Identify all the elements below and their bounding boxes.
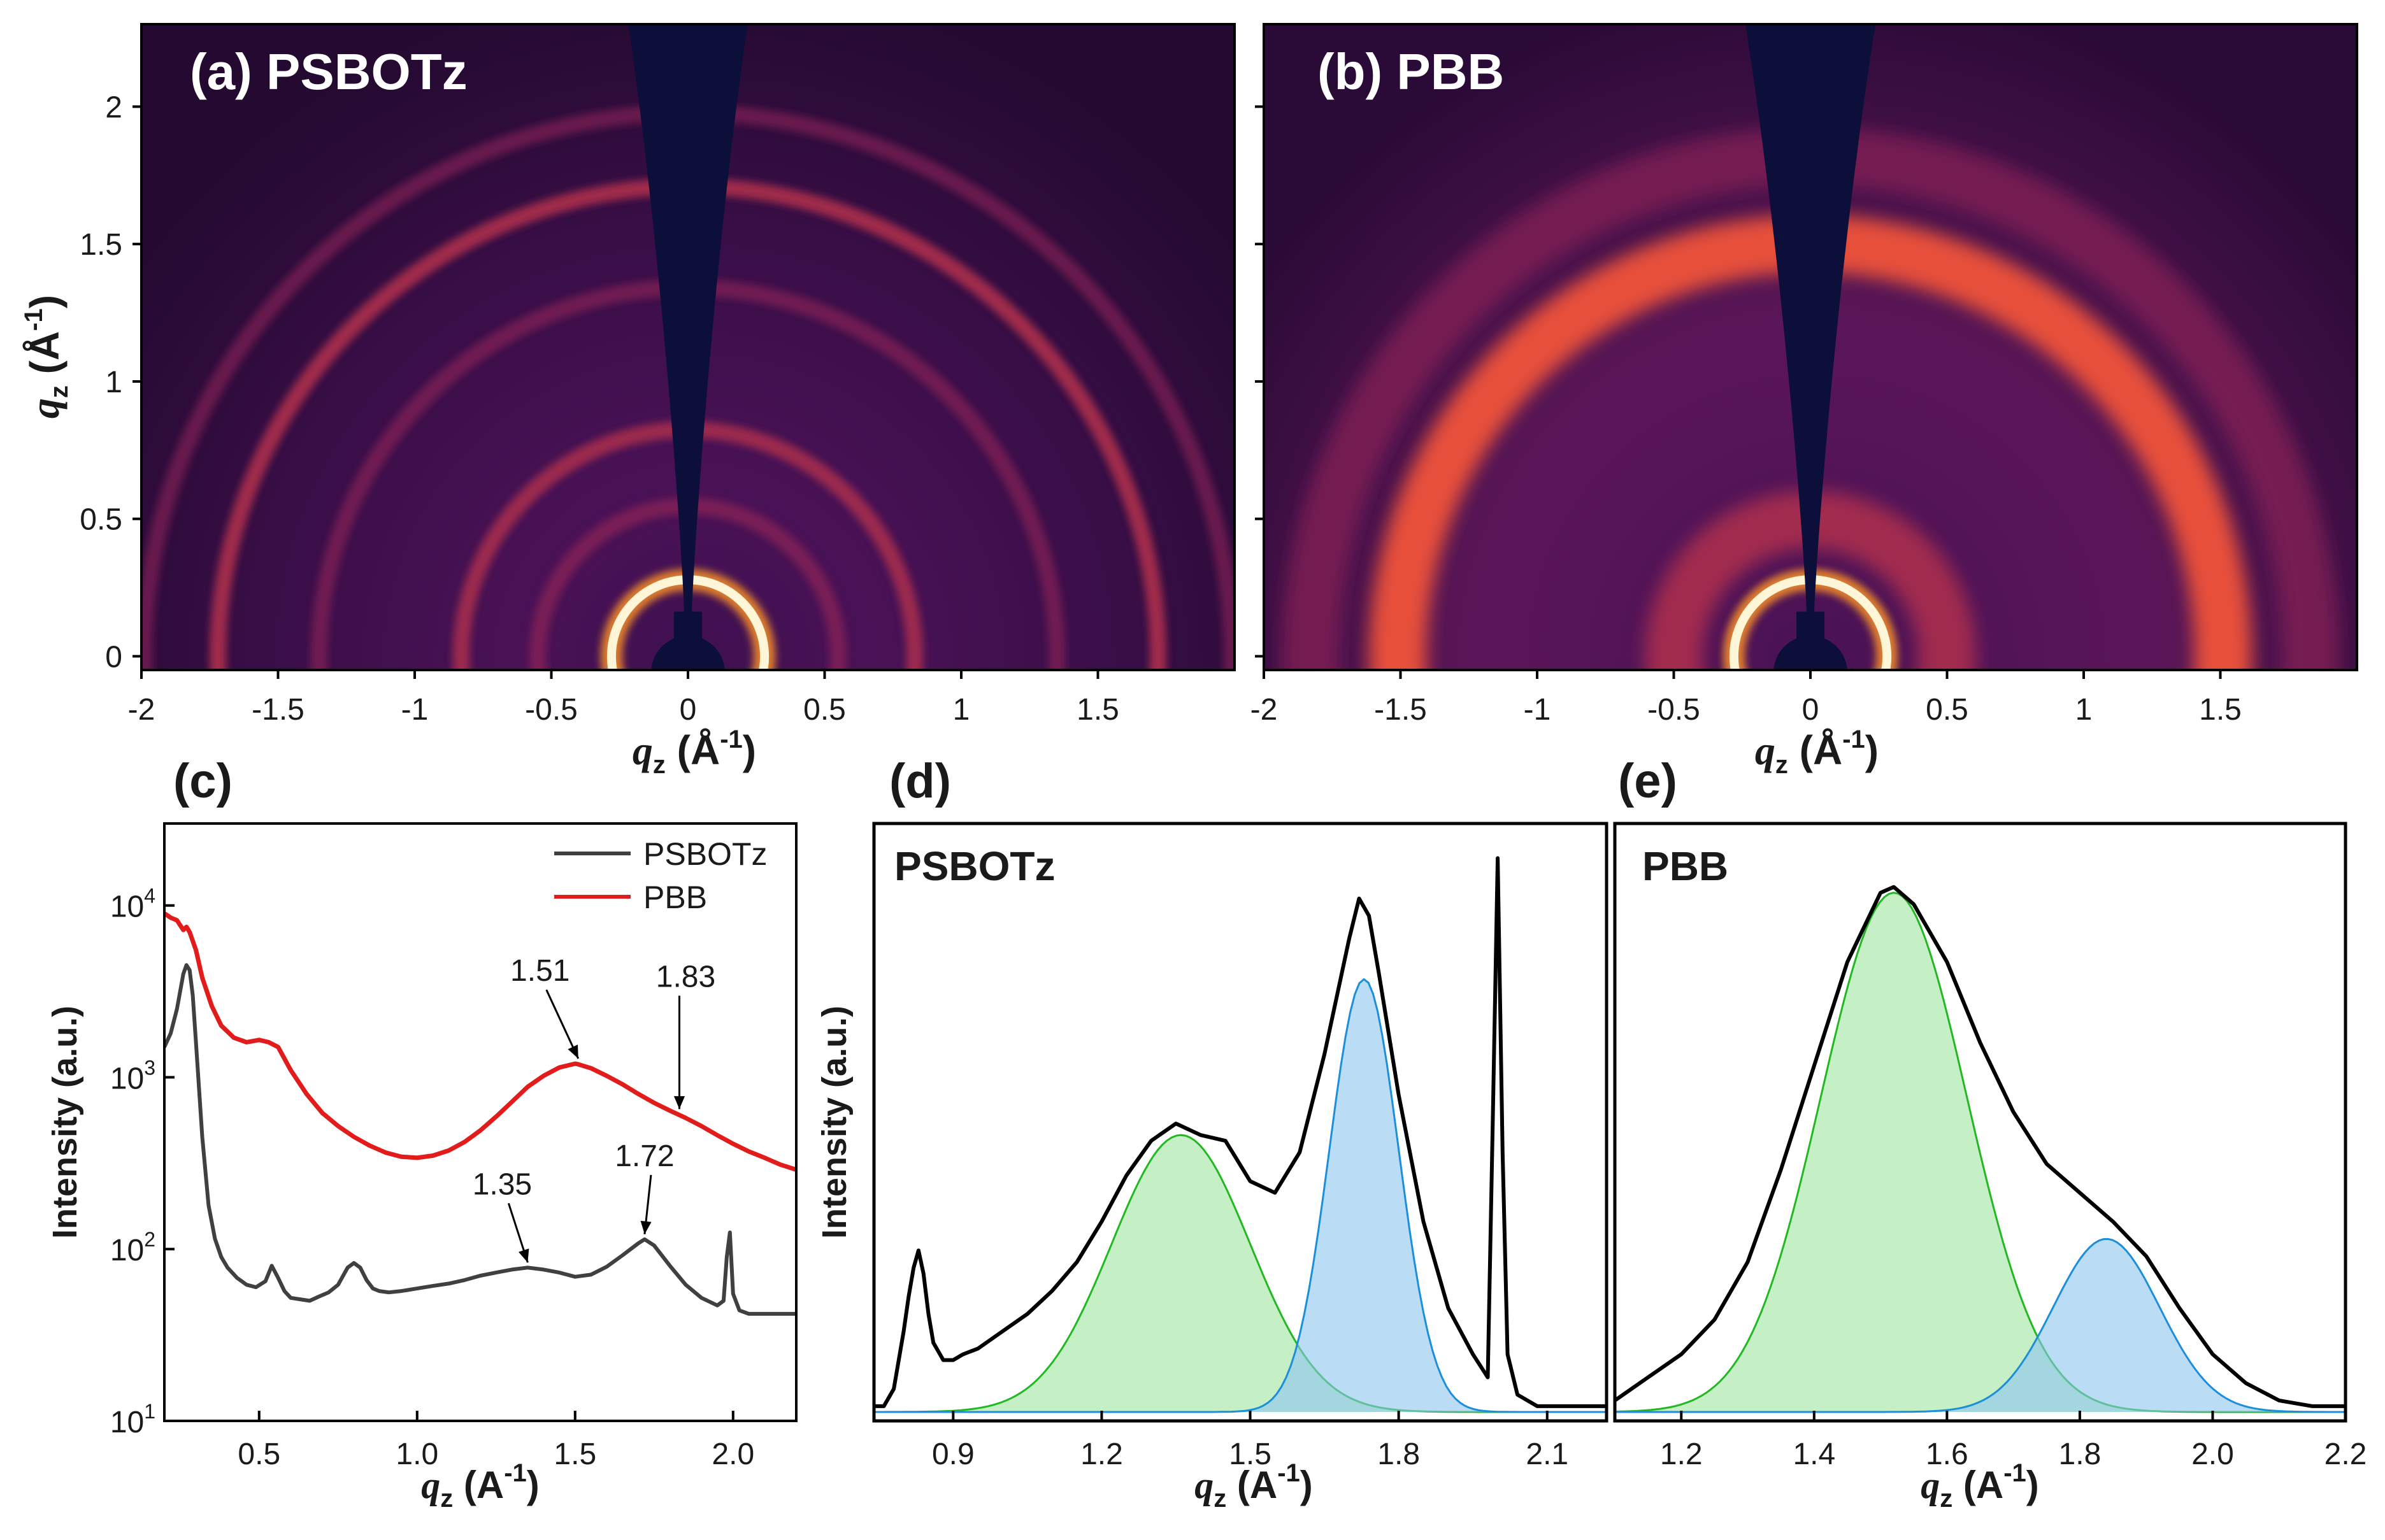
x-tick-label: 1 xyxy=(2075,693,2093,727)
x-tick-label: 0.9 xyxy=(932,1437,975,1471)
x-tick-label: -1.5 xyxy=(252,693,304,727)
x-axis-label-d: qz (A-1) xyxy=(1194,1459,1313,1513)
panel-e: (e) PBB 1.2 1.4 1.6 1.8 2.0 2.2 qz (A-1) xyxy=(1613,754,2367,1513)
x-tick-label: 1.8 xyxy=(1377,1437,1420,1471)
y-tick-label: 1.5 xyxy=(80,228,122,262)
fit-peak-area-2 xyxy=(1615,1239,2346,1412)
annotation-label: 1.72 xyxy=(615,1139,674,1173)
annotation-arrowhead xyxy=(673,1096,685,1109)
x-axis-label-e: qz (A-1) xyxy=(1921,1459,2039,1513)
panel-a-label: (a) PSBOTz xyxy=(190,43,468,100)
x-tick-label: 1.5 xyxy=(1229,1437,1271,1471)
annotation-arrowhead xyxy=(568,1044,578,1059)
x-tick-label: -1.5 xyxy=(1374,693,1427,727)
panel-d: (d) PSBOTz 0.9 1.2 1.5 1.8 2.1 qz (A-1) Inte… xyxy=(815,754,1608,1513)
x-tick-label: 1.5 xyxy=(1077,693,1119,727)
x-tick-label: -2 xyxy=(128,693,155,727)
x-tick-label: 0.5 xyxy=(803,693,846,727)
legend-c: PSBOTz PBB xyxy=(554,836,767,915)
plot-c-frame xyxy=(163,822,798,1422)
y-tick-label: 104 xyxy=(110,885,155,924)
x-tick-label: -0.5 xyxy=(525,693,578,727)
beamstop-shadow-a xyxy=(628,24,748,670)
y-axis-label-a: qz (Å-1) xyxy=(20,295,73,418)
y-tick-label: 102 xyxy=(110,1228,155,1267)
annotation-arrowhead xyxy=(519,1248,529,1263)
legend-label-psbotz: PSBOTz xyxy=(643,836,767,872)
x-tick-label: -1 xyxy=(1524,693,1551,727)
x-tick-label: 2.0 xyxy=(712,1437,754,1471)
y-tick-label: 0.5 xyxy=(80,503,122,537)
x-tick-label: 1.8 xyxy=(2059,1437,2102,1471)
panel-d-inner-label: PSBOTz xyxy=(894,843,1055,889)
measured-data-line xyxy=(874,856,1607,1408)
series-line-pbb xyxy=(164,911,796,1172)
y-tick-label: 103 xyxy=(110,1056,155,1095)
x-tick-label: 1.2 xyxy=(1660,1437,1703,1471)
plot-e-frame xyxy=(1613,822,2347,1423)
beamstop-shadow-b xyxy=(1745,24,1876,670)
panel-e-inner-label: PBB xyxy=(1642,843,1728,889)
annotation-label: 1.83 xyxy=(656,960,715,994)
x-tick-label: 2.2 xyxy=(2324,1437,2367,1471)
x-tick-label: 1.0 xyxy=(396,1437,438,1471)
x-axis-label-b: qz (Å-1) xyxy=(1755,725,1879,779)
x-tick-label: 2.0 xyxy=(2191,1437,2234,1471)
annotation-label: 1.35 xyxy=(473,1167,532,1201)
fit-peak-line-2 xyxy=(874,978,1607,1413)
fit-peak-line-2 xyxy=(1615,1237,2346,1413)
x-axis-label-a: qz (Å-1) xyxy=(633,725,756,779)
x-tick-label: -0.5 xyxy=(1647,693,1700,727)
x-tick-label: 2.1 xyxy=(1526,1437,1568,1471)
annotation-arrowhead xyxy=(640,1220,652,1234)
x-tick-label: 1 xyxy=(953,693,970,727)
x-tick-label: 1.5 xyxy=(2199,693,2242,727)
fit-peak-area-1 xyxy=(874,1135,1607,1412)
fit-peak-area-1 xyxy=(1615,892,2346,1412)
x-tick-label: 1.2 xyxy=(1080,1437,1123,1471)
panel-a: (a) PSBOTz -2 -1.5 -1 -0.5 0 0.5 1 1.5 0 0.5 1 1.5 2… xyxy=(20,23,1236,779)
x-tick-label: -1 xyxy=(401,693,429,727)
x-tick-label: 0.5 xyxy=(1926,693,1968,727)
x-tick-label: 0.5 xyxy=(238,1437,280,1471)
measured-data-line xyxy=(1615,885,2346,1408)
x-tick-label: 0 xyxy=(1802,693,1819,727)
panel-c-label: (c) xyxy=(173,754,233,808)
x-axis-label-c: qz (A-1) xyxy=(421,1459,540,1513)
panel-e-label: (e) xyxy=(1618,754,1677,808)
plot-d-frame xyxy=(872,822,1608,1423)
x-tick-label: 1.6 xyxy=(1926,1437,1968,1471)
legend-label-pbb: PBB xyxy=(643,880,707,915)
y-axis-label-c: Intensity (a.u.) xyxy=(46,1006,84,1239)
x-tick-label: 1.5 xyxy=(554,1437,596,1471)
y-axis-label-d: Intensity (a.u.) xyxy=(815,1006,854,1239)
y-tick-label: 2 xyxy=(105,90,122,124)
series-line-psbotz xyxy=(164,963,796,1316)
x-tick-label: 0 xyxy=(680,693,697,727)
panel-b-label: (b) PBB xyxy=(1317,43,1504,100)
y-tick-label: 101 xyxy=(110,1400,155,1439)
annotation-label: 1.51 xyxy=(510,954,569,988)
y-tick-label: 0 xyxy=(105,640,122,674)
y-tick-label: 1 xyxy=(105,366,122,399)
x-tick-label: -2 xyxy=(1250,693,1278,727)
panel-b: (b) PBB -2 -1.5 -1 -0.5 0 0.5 1 1.5 qz (Å-1) xyxy=(1250,23,2358,779)
panel-d-label: (d) xyxy=(889,754,951,808)
x-tick-label: 1.4 xyxy=(1793,1437,1835,1471)
